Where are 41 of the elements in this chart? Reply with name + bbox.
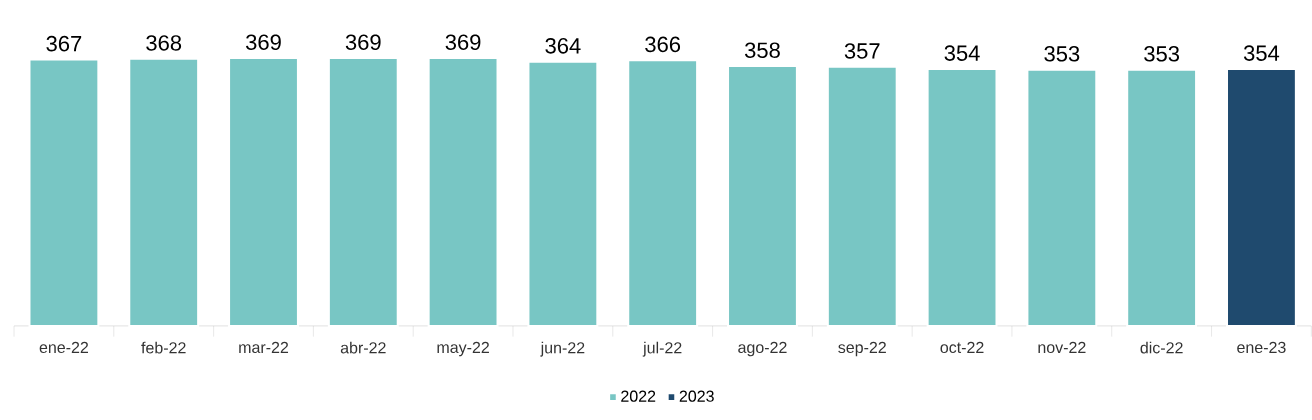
data-label: 369 (245, 34, 281, 50)
legend-label: 2023 (679, 390, 714, 402)
x-tick-label: feb-22 (141, 341, 186, 354)
x-tick-label: mar-22 (239, 341, 289, 354)
data-label: 358 (744, 42, 780, 58)
bar (1126, 68, 1198, 327)
bar (28, 58, 100, 327)
bar (228, 57, 299, 327)
data-label: 354 (1243, 45, 1280, 61)
x-tick-label: abr-22 (340, 341, 386, 354)
bar (826, 65, 898, 327)
x-tick-label: nov-22 (1038, 341, 1086, 354)
bar (327, 57, 399, 327)
bar (527, 60, 599, 327)
data-label: 369 (345, 34, 381, 50)
x-tick-label: dic-22 (1140, 341, 1183, 354)
data-label: 364 (545, 38, 581, 54)
x-tick-label: jul-22 (642, 341, 682, 357)
data-label: 353 (1044, 46, 1080, 62)
bar (1226, 68, 1297, 327)
data-label: 368 (146, 35, 182, 51)
x-tick-label: ene-23 (1237, 341, 1286, 354)
data-label: 354 (944, 45, 980, 61)
bar (427, 57, 499, 327)
x-tick-label: ago-22 (738, 341, 787, 357)
data-label: 369 (445, 34, 481, 50)
bar (1026, 68, 1098, 327)
bar (926, 68, 998, 327)
x-tick-label: jun-22 (540, 341, 585, 357)
x-tick-label: oct-22 (940, 341, 984, 354)
data-label: 367 (46, 35, 82, 52)
bar (128, 57, 200, 327)
x-tick-label: sep-22 (838, 341, 886, 357)
bar (627, 59, 699, 327)
data-label: 366 (645, 36, 681, 53)
data-label: 357 (844, 43, 880, 59)
legend-label: 2022 (621, 390, 656, 402)
x-tick-label: ene-22 (39, 341, 89, 354)
bar (727, 65, 798, 327)
data-label: 353 (1144, 46, 1180, 62)
x-tick-label: may-22 (437, 341, 489, 357)
